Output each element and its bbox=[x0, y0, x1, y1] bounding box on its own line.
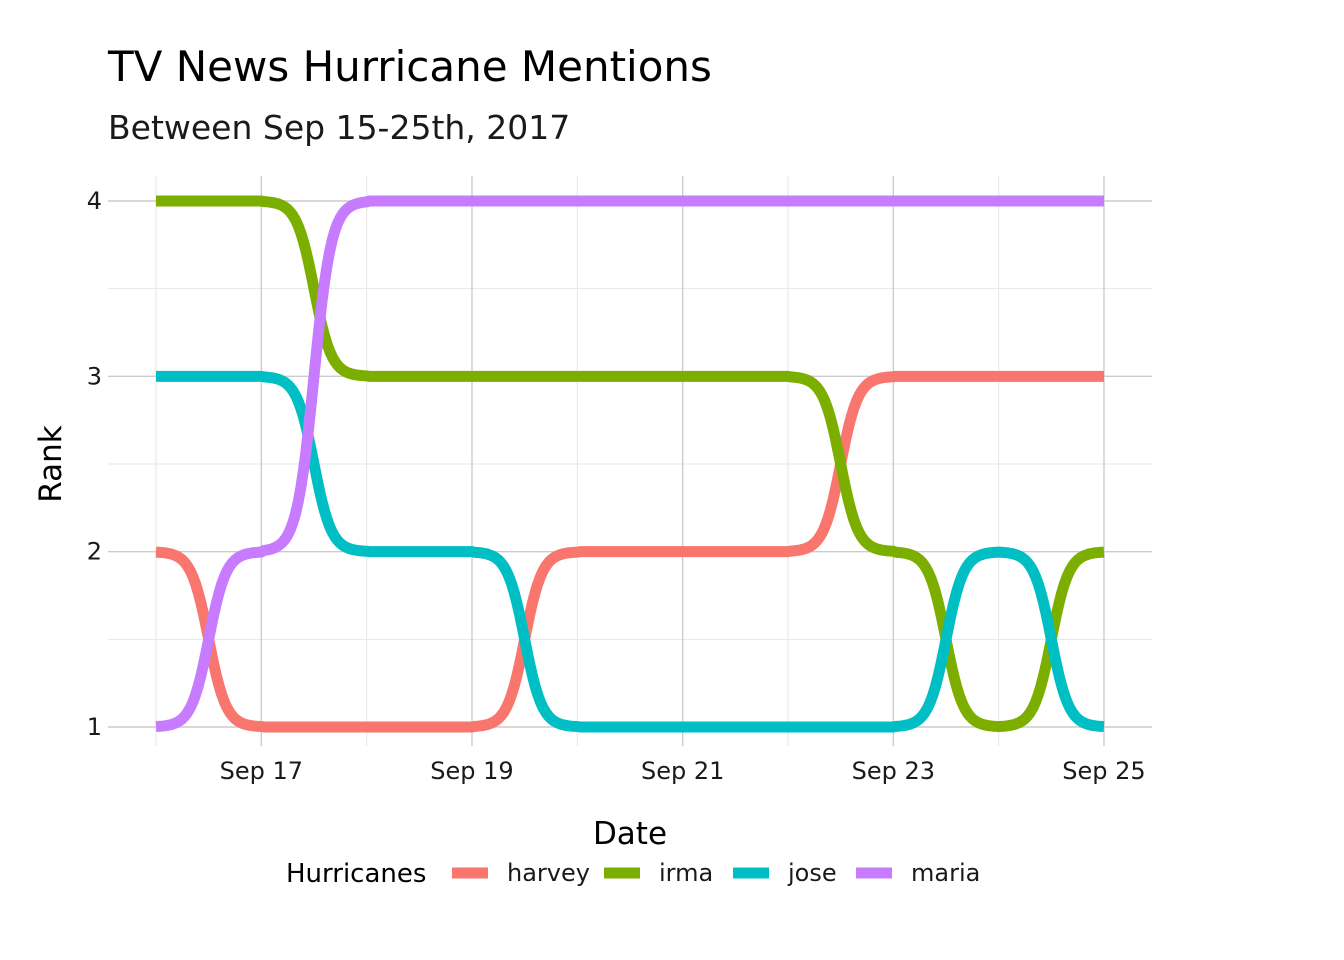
x-tick-label: Sep 23 bbox=[852, 757, 935, 785]
series-line-harvey bbox=[153, 370, 1107, 733]
series-line-maria bbox=[153, 195, 1107, 733]
x-tick-label: Sep 17 bbox=[220, 757, 303, 785]
x-axis-tick-labels: Sep 17 Sep 19 Sep 21 Sep 23 Sep 25 bbox=[220, 757, 1146, 785]
series-lines bbox=[153, 195, 1107, 733]
plot-grid bbox=[108, 176, 1152, 746]
series-line-jose bbox=[153, 370, 1107, 733]
x-tick-label: Sep 21 bbox=[641, 757, 724, 785]
y-tick-label: 3 bbox=[87, 362, 102, 390]
y-axis-tick-labels: 1 2 3 4 bbox=[87, 187, 102, 741]
chart-subtitle: Between Sep 15-25th, 2017 bbox=[108, 108, 570, 147]
chart-title: TV News Hurricane Mentions bbox=[107, 42, 712, 91]
x-tick-label: Sep 19 bbox=[430, 757, 513, 785]
legend-label-harvey: harvey bbox=[507, 859, 590, 887]
legend-label-irma: irma bbox=[659, 859, 713, 887]
y-tick-label: 2 bbox=[87, 538, 102, 566]
y-tick-label: 1 bbox=[87, 713, 102, 741]
y-tick-label: 4 bbox=[87, 187, 102, 215]
legend-label-jose: jose bbox=[787, 859, 837, 887]
x-tick-label: Sep 25 bbox=[1062, 757, 1145, 785]
legend: Hurricanes harvey irma jose maria bbox=[286, 859, 980, 889]
x-axis-title: Date bbox=[593, 816, 667, 852]
legend-label-maria: maria bbox=[911, 859, 980, 887]
legend-title: Hurricanes bbox=[286, 859, 426, 889]
y-axis-title: Rank bbox=[33, 425, 69, 503]
